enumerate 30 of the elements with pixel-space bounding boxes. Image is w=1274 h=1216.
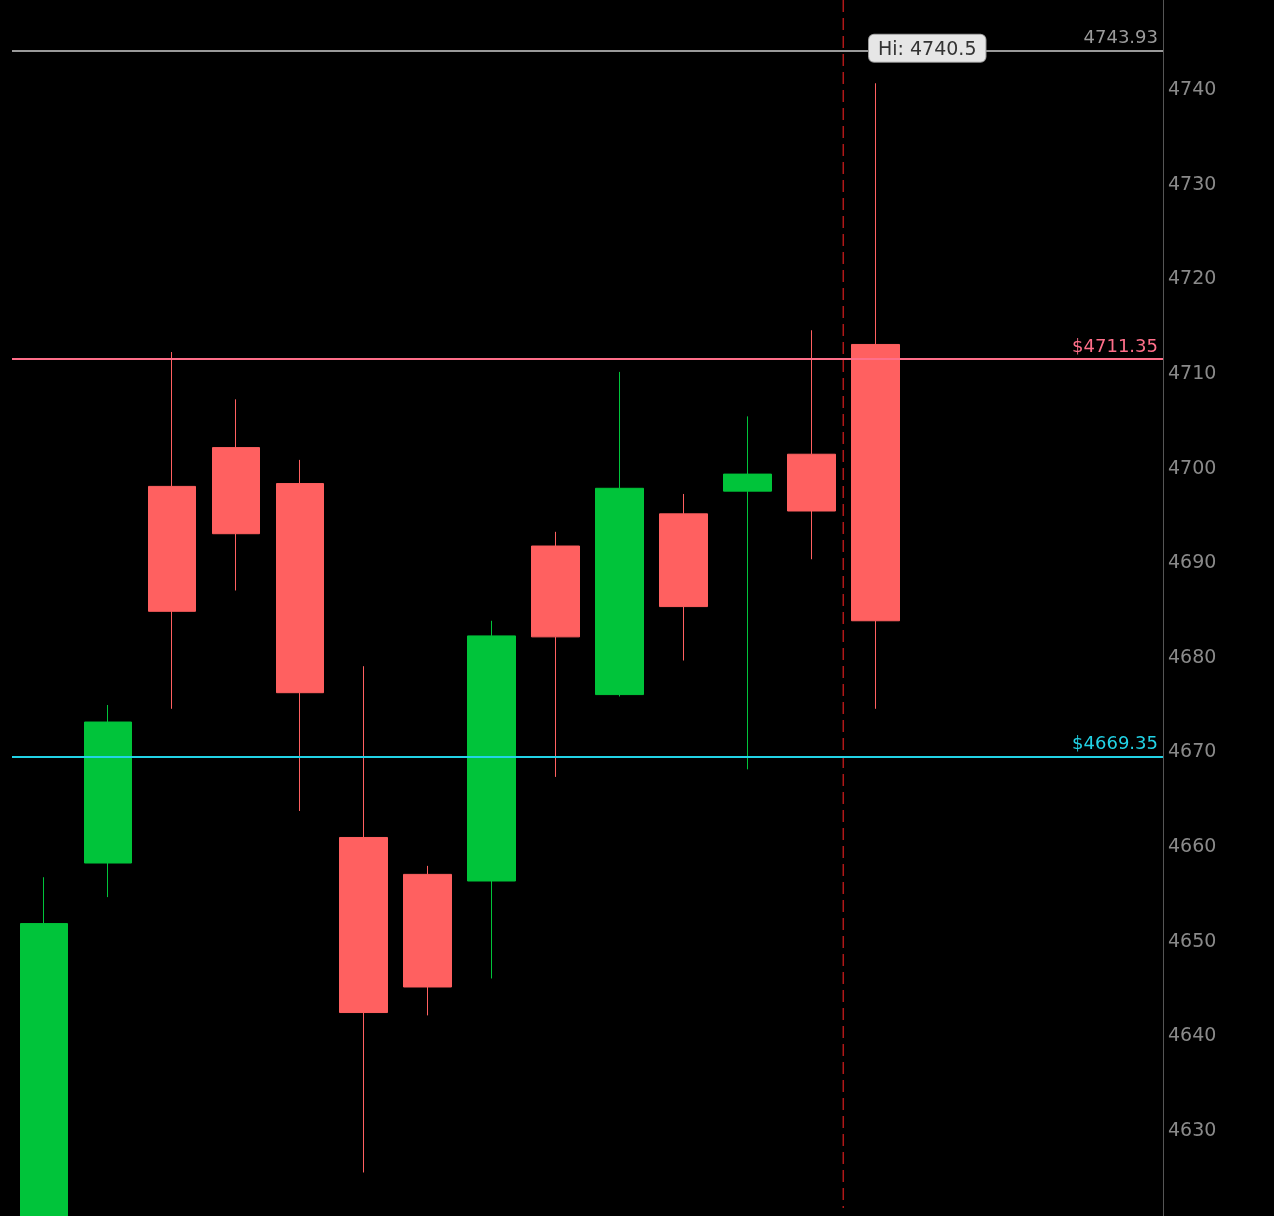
candlestick xyxy=(339,665,388,1173)
candlestick xyxy=(403,865,452,1016)
candlestick xyxy=(595,371,644,697)
y-tick-label: 4630 xyxy=(1168,1117,1217,1140)
candlestick xyxy=(84,704,132,898)
ref-line-label: $4669.35 xyxy=(1072,732,1158,754)
annotation: Hi: 4740.5 xyxy=(878,37,977,60)
y-tick-label: 4740 xyxy=(1168,77,1217,100)
y-tick-label: 4700 xyxy=(1168,455,1217,478)
candlestick xyxy=(723,415,772,770)
candlestick xyxy=(787,329,836,560)
y-tick-label: 4680 xyxy=(1168,644,1217,667)
ref-line-label: 4743.93 xyxy=(1083,26,1158,48)
y-tick-label: 4670 xyxy=(1168,739,1217,762)
y-tick-label: 4720 xyxy=(1168,266,1217,289)
candlestick xyxy=(531,531,580,778)
y-tick-label: 4730 xyxy=(1168,171,1217,194)
candlestick xyxy=(20,876,68,1216)
ref-line-label: $4711.35 xyxy=(1072,334,1158,356)
y-tick-label: 4710 xyxy=(1168,360,1217,383)
y-tick-label: 4640 xyxy=(1168,1023,1217,1046)
candlestick xyxy=(851,82,900,710)
y-tick-label: 4690 xyxy=(1168,550,1217,573)
candlestick xyxy=(659,493,708,662)
candlestick xyxy=(212,398,260,591)
candlestick xyxy=(148,351,196,710)
candlestick xyxy=(467,620,516,979)
y-tick-label: 4660 xyxy=(1168,834,1217,857)
candlestick xyxy=(276,459,324,812)
y-tick-label: 4650 xyxy=(1168,928,1217,951)
